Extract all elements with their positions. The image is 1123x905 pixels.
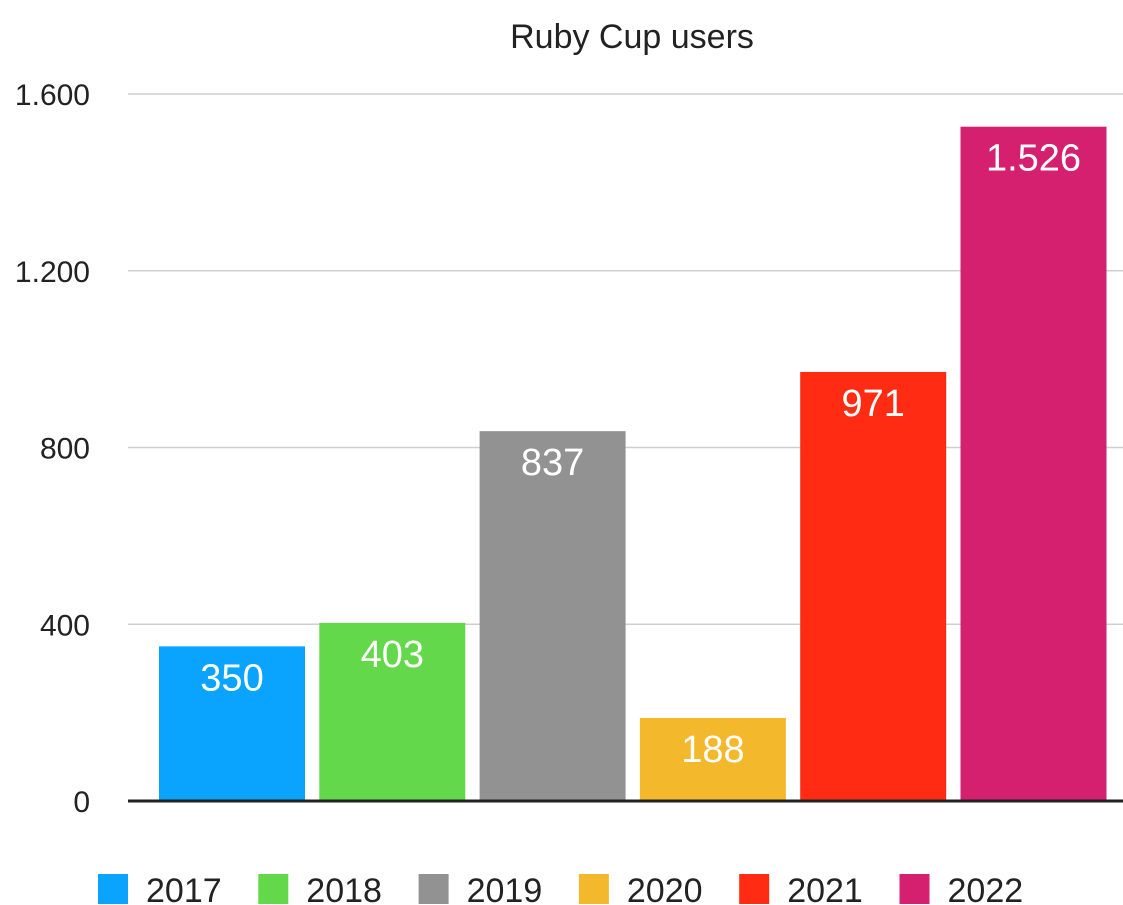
bar-2021 <box>800 371 947 801</box>
y-tick-label: 400 <box>40 609 90 642</box>
data-label-2020: 188 <box>681 729 744 771</box>
legend: 2017 2018 2019 2020 2021 2022 <box>98 872 1023 905</box>
legend-item-2021: 2021 <box>739 872 863 905</box>
legend-item-2018: 2018 <box>258 872 382 905</box>
legend-swatch <box>258 874 289 904</box>
legend-label: 2020 <box>627 872 703 905</box>
legend-swatch <box>739 874 770 904</box>
bar-2019 <box>479 431 626 801</box>
data-label-2018: 403 <box>361 634 424 676</box>
legend-item-2017: 2017 <box>98 872 222 905</box>
data-label-2022: 1.526 <box>986 138 1081 180</box>
data-label-2019: 837 <box>521 442 584 484</box>
y-tick-label: 0 <box>73 786 90 819</box>
legend-label: 2021 <box>787 872 863 905</box>
legend-label: 2018 <box>306 872 382 905</box>
data-label-2021: 971 <box>841 383 904 425</box>
legend-label: 2019 <box>467 872 543 905</box>
legend-label: 2022 <box>948 872 1024 905</box>
bar-2022 <box>960 126 1107 802</box>
bar-2017 <box>159 646 305 801</box>
legend-item-2022: 2022 <box>899 872 1024 905</box>
legend-label: 2017 <box>146 872 222 905</box>
y-tick-label: 800 <box>40 433 90 466</box>
y-tick-label: 1.600 <box>15 79 90 112</box>
bar-2018 <box>319 622 466 801</box>
data-label-2017: 350 <box>200 657 263 699</box>
bars <box>159 126 1107 802</box>
legend-swatch <box>899 874 930 904</box>
y-tick-label: 1.200 <box>15 256 90 289</box>
y-axis-tick-labels: 0 400 800 1.200 1.600 <box>15 79 90 819</box>
legend-swatch <box>418 874 449 904</box>
chart-title: Ruby Cup users <box>510 18 754 56</box>
legend-item-2019: 2019 <box>418 872 543 905</box>
bar-2020 <box>639 717 786 801</box>
data-labels: 350 403 837 188 971 1.526 <box>200 138 1081 771</box>
legend-swatch <box>98 874 128 904</box>
legend-item-2020: 2020 <box>578 872 703 905</box>
legend-swatch <box>578 874 609 904</box>
